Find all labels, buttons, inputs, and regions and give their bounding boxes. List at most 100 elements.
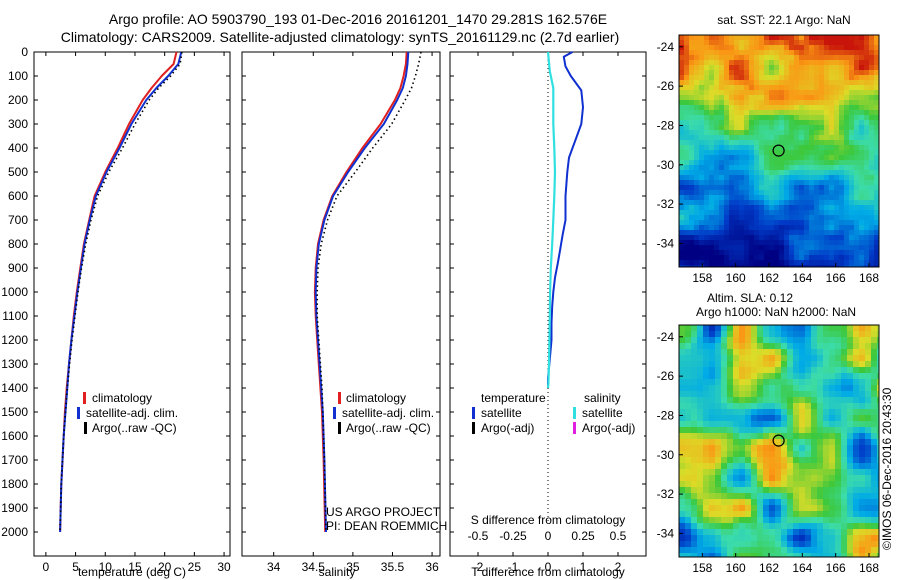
map-cell [714,140,719,145]
map-cell [834,105,839,110]
map-cell [809,40,814,45]
map-cell [817,535,823,541]
map-cell [859,165,864,170]
map-cell [694,215,699,220]
legend-mark-t-argo [472,422,475,434]
map-cell [854,75,859,80]
map-cell [739,493,745,499]
map-cell [685,361,691,367]
map-cell [757,487,763,493]
map-cell [739,100,744,105]
map-cell [679,391,685,397]
map-cell [849,155,854,160]
map-cell [859,451,865,457]
map-cell [763,427,769,433]
map-cell [685,379,691,385]
map-cell [811,547,817,553]
map-cell [714,145,719,150]
map-cell [874,80,879,85]
map-cell [789,205,794,210]
map-cell [704,140,709,145]
map-cell [849,160,854,165]
map-cell [679,170,684,175]
map-cell [799,349,805,355]
map-cell [834,160,839,165]
map-cell [774,265,779,267]
map-cell [799,150,804,155]
map-cell [841,385,847,391]
map-cell [784,225,789,230]
map-cell [781,433,787,439]
map-cell [817,343,823,349]
map-cell [719,260,724,265]
map-cell [685,433,691,439]
map-cell [751,487,757,493]
map-cell [733,469,739,475]
map-cell [865,385,871,391]
map-cell [835,487,841,493]
map-cell [733,451,739,457]
map-cell [679,70,684,75]
map-cell [779,50,784,55]
map-cell [721,415,727,421]
map-cell [709,125,714,130]
map-cell [691,523,697,529]
map-cell [733,367,739,373]
map-cell [703,379,709,385]
map-cell [697,409,703,415]
map-cell [769,451,775,457]
map-cell [729,180,734,185]
map-cell [769,487,775,493]
map-cell [759,265,764,267]
map-cell [719,105,724,110]
map-cell [781,361,787,367]
map-cell [841,463,847,469]
map-cell [847,421,853,427]
map-cell [704,45,709,50]
map-cell [781,331,787,337]
map-cell [859,120,864,125]
map-cell [877,553,879,557]
map-cell [703,541,709,547]
map-cell [689,115,694,120]
top-tick-label: -0.25 [499,529,527,543]
map-cell [679,445,685,451]
map-cell [774,170,779,175]
map-cell [727,415,733,421]
map-cell [787,367,793,373]
map-cell [759,135,764,140]
map-cell [724,35,729,40]
map-cell [724,150,729,155]
map-cell [694,95,699,100]
legend-s-satellite: satellite [582,406,623,420]
map-cell [709,255,714,260]
map-cell [733,361,739,367]
map-cell [744,140,749,145]
map-cell [799,80,804,85]
map-cell [819,260,824,265]
map-cell [869,115,874,120]
map-cell [694,135,699,140]
map-cell [754,45,759,50]
map-cell [864,70,869,75]
map-cell [775,511,781,517]
map-cell [839,180,844,185]
map-cell [819,70,824,75]
map-cell [784,90,789,95]
map-cell [874,150,879,155]
map-cell [849,115,854,120]
lon-tick-label: 162 [759,561,779,575]
map-cell [817,349,823,355]
map-cell [877,397,879,403]
map-cell [769,529,775,535]
map-cell [739,40,744,45]
map-cell [769,240,774,245]
map-cell [841,373,847,379]
map-cell [864,75,869,80]
map-cell [769,130,774,135]
map-cell [779,75,784,80]
map-cell [779,170,784,175]
map-cell [739,185,744,190]
map-cell [721,397,727,403]
map-cell [823,451,829,457]
